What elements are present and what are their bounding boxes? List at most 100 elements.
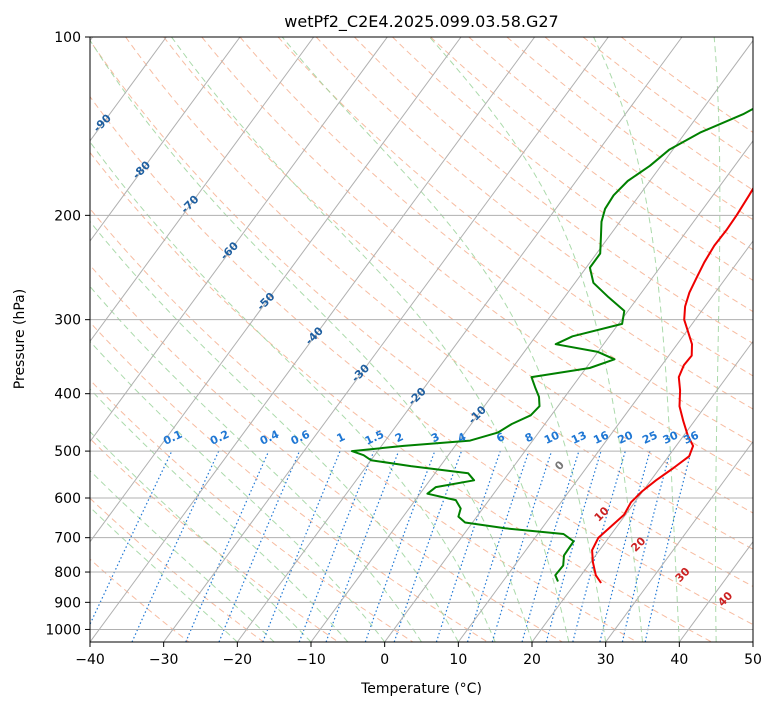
y-tick-label: 100 xyxy=(54,30,81,46)
mixing-ratio-line xyxy=(393,450,463,642)
isotherm-line xyxy=(90,37,388,443)
y-tick-label: 600 xyxy=(54,491,81,507)
dry-adiabat-line xyxy=(90,264,563,642)
x-tick-label: 10 xyxy=(449,652,467,668)
mixing-ratio-line xyxy=(466,450,530,642)
mixing-ratio-label: 0.2 xyxy=(208,428,231,448)
mixing-ratio-line xyxy=(435,450,501,642)
mixing-ratio-line xyxy=(491,450,553,642)
isotherm-line xyxy=(90,37,241,242)
moist-adiabat-line xyxy=(90,285,422,642)
grid-lines xyxy=(90,37,753,642)
isotherm-line xyxy=(384,140,753,642)
moist-adiabat-line xyxy=(429,37,643,642)
x-tick-label: −40 xyxy=(75,652,105,668)
isotherm-label: -100 xyxy=(47,65,76,94)
dry-adiabat-line xyxy=(430,37,753,281)
temperature-line xyxy=(591,186,753,584)
moist-adiabat-line xyxy=(713,37,721,642)
moist-adiabat-label: 10 xyxy=(592,504,612,524)
mixing-ratio-label: 25 xyxy=(640,429,659,447)
mixing-ratio-label: 0.4 xyxy=(258,428,281,448)
dry-adiabat-line xyxy=(468,37,753,251)
isotherm-line xyxy=(310,39,753,642)
y-tick-label: 700 xyxy=(54,531,81,547)
isotherm-line xyxy=(90,37,167,142)
x-tick-label: 0 xyxy=(380,652,389,668)
y-tick-label: 400 xyxy=(54,387,81,403)
isotherm-line xyxy=(90,37,536,642)
moist-adiabat-label: 40 xyxy=(715,589,735,609)
y-axis-title: Pressure (hPa) xyxy=(12,289,28,389)
isotherm-label: -50 xyxy=(254,290,277,313)
y-tick-label: 1000 xyxy=(45,622,81,638)
x-tick-label: −30 xyxy=(149,652,179,668)
x-axis: −40 −30 −20 −10 0 10 20 30 40 50 xyxy=(75,642,762,668)
dry-adiabat-line xyxy=(544,37,753,191)
mixing-ratio-label: 10 xyxy=(542,428,562,446)
x-tick-label: 50 xyxy=(744,652,762,668)
dry-adiabat-line xyxy=(201,37,753,479)
mixing-ratio-label: 0.1 xyxy=(161,428,184,448)
x-tick-label: 30 xyxy=(597,652,615,668)
line-labels: -100 -90 -80 -70 -60 -50 -40 -30 -20 -10 0.1 0.2 0.4… xyxy=(47,65,736,609)
moist-adiabat-line xyxy=(90,388,349,642)
mixing-ratio-label: 16 xyxy=(591,428,611,446)
mixing-ratio-line xyxy=(262,450,341,642)
isotherm-label: -30 xyxy=(349,361,372,384)
isotherm-line xyxy=(90,37,315,343)
mixing-ratio-line xyxy=(325,450,400,642)
mixing-ratio-line xyxy=(298,450,375,642)
x-tick-label: 20 xyxy=(523,652,541,668)
x-tick-label: −10 xyxy=(296,652,326,668)
mixing-ratio-label: 20 xyxy=(616,428,636,446)
moist-adiabat-line xyxy=(593,37,680,642)
isotherm-line xyxy=(236,37,683,642)
moist-adiabats xyxy=(90,37,753,642)
isotherm-label: -80 xyxy=(130,158,153,181)
moist-adiabat-line xyxy=(281,37,607,642)
moist-adiabat-line xyxy=(90,39,533,642)
isotherm-line xyxy=(605,440,753,642)
isotherm-line xyxy=(90,37,462,543)
chart-title: wetPf2_C2E4.2025.099.03.58.G27 xyxy=(284,12,558,32)
isotherm-label: -90 xyxy=(91,111,114,134)
moist-adiabat-line xyxy=(90,220,459,642)
dry-adiabat-line xyxy=(90,437,339,642)
dry-adiabat-line xyxy=(392,37,753,313)
x-tick-label: −20 xyxy=(223,652,253,668)
moist-adiabat-line xyxy=(171,37,570,642)
mixing-ratio-line xyxy=(572,450,626,642)
y-tick-label: 200 xyxy=(54,208,81,224)
moist-adiabat-line xyxy=(752,605,753,642)
isotherm-line xyxy=(531,340,753,642)
mixing-ratio-line xyxy=(90,450,173,626)
dry-adiabat-line xyxy=(163,37,753,514)
moist-adiabat-line xyxy=(90,506,238,642)
isotherm-label: -20 xyxy=(406,385,429,408)
mixing-ratio-label: 36 xyxy=(681,428,701,446)
y-tick-label: 800 xyxy=(54,565,81,581)
dry-adiabat-line xyxy=(90,208,638,642)
dry-adiabat-line xyxy=(90,95,753,626)
dry-adiabat-line xyxy=(277,37,753,410)
mixing-ratio-label: 13 xyxy=(569,429,588,447)
dry-adiabat-line xyxy=(90,151,712,642)
isotherm-line xyxy=(163,37,609,642)
mixing-ratio-label: 1 xyxy=(335,430,347,445)
mixing-ratio-line xyxy=(185,450,270,642)
dry-adiabat-line xyxy=(90,321,488,642)
dry-adiabat-line xyxy=(239,37,753,444)
y-tick-label: 300 xyxy=(54,313,81,329)
isotherm-label: -70 xyxy=(178,193,201,216)
isotherm-line xyxy=(752,641,753,642)
plot-area: -100 -90 -80 -70 -60 -50 -40 -30 -20 -10 0.1 0.2 0.4… xyxy=(47,37,753,642)
mixing-ratio-line xyxy=(621,450,671,642)
mixing-ratio-label: 2 xyxy=(393,430,405,445)
mixing-ratio-line xyxy=(644,450,692,642)
isotherm-label: -10 xyxy=(466,403,489,426)
y-tick-label: 500 xyxy=(54,444,81,460)
x-axis-title: Temperature (°C) xyxy=(360,681,482,697)
isotherm-label: -40 xyxy=(303,324,326,347)
